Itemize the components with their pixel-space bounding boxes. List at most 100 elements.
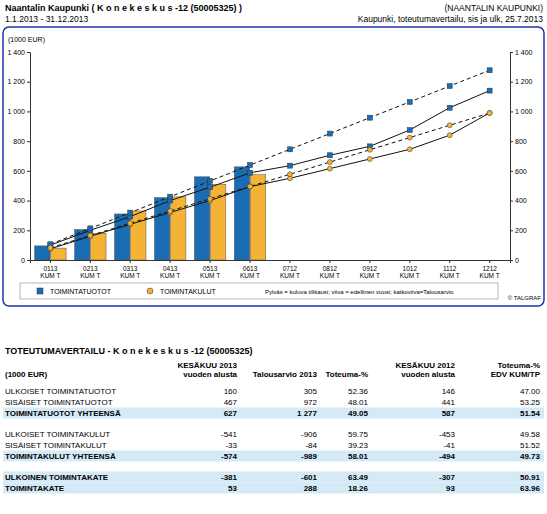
cell: -601 [301, 473, 318, 482]
tick-label-line: 1212 [482, 265, 497, 272]
cell: -381 [221, 473, 238, 482]
tick: 0313KUM T [120, 260, 140, 279]
row-highlight [3, 451, 544, 462]
marker [37, 288, 43, 294]
cell: 48.01 [348, 398, 369, 407]
tick-mark [409, 260, 410, 263]
row-label: ULKOISET TOIMINTATUOTOT [5, 387, 116, 396]
cell: 58.01 [348, 452, 369, 461]
tick-label: 1 000 [7, 108, 25, 115]
tick-label: 0113KUM T [40, 265, 60, 279]
y-axis: 02004006008001 0001 2001 400 [7, 49, 30, 264]
tick-label-line: KUM T [160, 272, 180, 279]
tick-label: 1 400 [7, 49, 25, 56]
marker [327, 166, 332, 171]
cell: 587 [442, 409, 456, 418]
tick-mark [329, 260, 330, 263]
tick: 600 [13, 168, 30, 175]
tick-mark [510, 52, 513, 53]
tick-label-line: 0613 [243, 265, 258, 272]
header-report: Kaupunki, toteutumavertailu, sis ja ulk,… [358, 14, 543, 24]
tick-mark [250, 260, 251, 263]
cell: 50.91 [520, 473, 541, 482]
tick-label-line: KUM T [280, 272, 300, 279]
marker [48, 245, 53, 250]
tick-label: 0912KUM T [360, 265, 380, 279]
tick-label: 1112KUM T [440, 265, 460, 279]
tick: 1 400 [510, 49, 533, 56]
bar [250, 175, 265, 260]
row-label: TOIMINTAKULUT YHTEENSÄ [5, 452, 116, 461]
tick-label: 1 400 [515, 49, 533, 56]
legend-label: TOIMINTATUOTOT [50, 288, 112, 295]
marker [168, 194, 173, 199]
tick-label: 0712KUM T [280, 265, 300, 279]
tick-mark [90, 260, 91, 263]
tick-label: 1 200 [7, 78, 25, 85]
tick-mark [27, 111, 30, 112]
tick-label: 400 [13, 197, 25, 204]
line [50, 113, 489, 248]
tick-mark [510, 171, 513, 172]
tick-mark [510, 82, 513, 83]
marker [447, 133, 452, 138]
cell: 93 [446, 484, 455, 493]
line [50, 113, 489, 249]
cell: -453 [439, 430, 456, 439]
marker [248, 163, 253, 168]
legend-note: Pylväs = kuluva tilikausi; viiva = edell… [265, 289, 454, 295]
tick: 800 [510, 138, 527, 145]
row-label: ULKOISET TOIMINTAKULUT [5, 430, 110, 439]
marker [168, 208, 173, 213]
tick-label: 0 [515, 257, 519, 264]
cell: -574 [221, 452, 238, 461]
tick: 1 000 [7, 108, 30, 115]
cell: -84 [305, 441, 317, 450]
tick-label: 200 [13, 227, 25, 234]
tick-mark [170, 260, 171, 263]
tick-mark [27, 52, 30, 53]
cell: 441 [442, 398, 456, 407]
axis-line [511, 53, 514, 261]
tick-label-line: KUM T [400, 272, 420, 279]
cell: 467 [224, 398, 238, 407]
marker [248, 184, 253, 189]
marker [407, 128, 412, 133]
tick-label-line: 0912 [363, 265, 378, 272]
tick-mark [510, 141, 513, 142]
tick-mark [27, 230, 30, 231]
bar [91, 233, 106, 260]
bar [51, 248, 66, 260]
tick: 600 [510, 168, 527, 175]
tick-label-line: 0313 [123, 265, 138, 272]
y-axis-label: (1000 EUR) [8, 36, 45, 44]
header-org: (NAANTALIN KAUPUNKI) [444, 3, 543, 13]
copyright: © TALGRAF [508, 295, 542, 301]
tick-label-line: KUM T [120, 272, 140, 279]
tick-label-line: 0213 [83, 265, 98, 272]
tick-label: 1 200 [515, 78, 533, 85]
tick-mark [510, 230, 513, 231]
tick-label-line: 1012 [403, 265, 418, 272]
tick-mark [289, 260, 290, 263]
tick-mark [369, 260, 370, 263]
marker [447, 105, 452, 110]
chart-frame [3, 27, 544, 306]
tick: 1 200 [7, 78, 30, 85]
marker [407, 99, 412, 104]
row-label: TOIMINTATUOTOT YHTEENSÄ [5, 409, 121, 418]
column-header: vuoden alusta [401, 370, 455, 379]
marker [128, 221, 133, 226]
bar [170, 197, 185, 260]
tick: 0613KUM T [240, 260, 260, 279]
marker [287, 172, 292, 177]
cell: 39.23 [348, 441, 369, 450]
marker [407, 147, 412, 152]
marker [208, 178, 213, 183]
tick: 200 [13, 227, 30, 234]
tick-mark [27, 141, 30, 142]
column-header: Talousarvio 2013 [253, 370, 318, 379]
table-title: TOTEUTUMAVERTAILU - K o n e k e s k u s … [5, 346, 253, 356]
cell: 1 277 [297, 409, 318, 418]
cell: -989 [301, 452, 318, 461]
